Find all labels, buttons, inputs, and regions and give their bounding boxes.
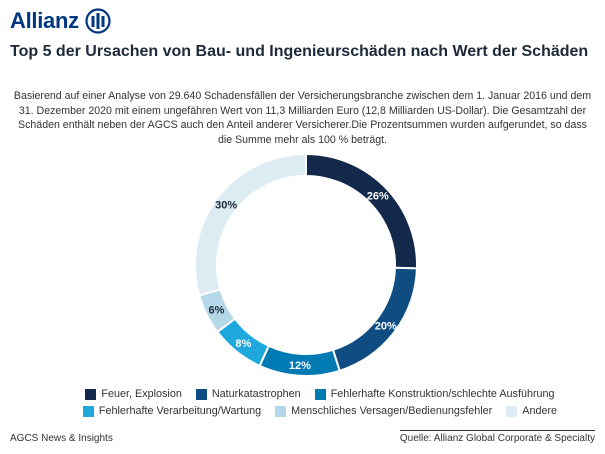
legend-swatch	[506, 405, 518, 417]
legend-label: Fehlerhafte Verarbeitung/Wartung	[98, 405, 262, 417]
legend-label: Feuer, Explosion	[101, 388, 182, 400]
footer-source: Quelle: Allianz Global Corporate & Speci…	[399, 430, 595, 444]
legend-item: Feuer, Explosion	[85, 388, 182, 400]
slice-value-label: 8%	[235, 338, 251, 350]
legend-swatch	[85, 388, 97, 400]
slice-value-label: 12%	[289, 360, 311, 372]
legend-item: Naturkatastrophen	[195, 388, 301, 400]
donut-slice	[331, 266, 418, 373]
slice-value-label: 30%	[215, 200, 237, 212]
legend-label: Andere	[522, 405, 558, 417]
legend-label: Menschliches Versagen/Bedienungsfehler	[291, 405, 493, 417]
slice-value-label: 26%	[367, 190, 389, 202]
legend-label: Naturkatastrophen	[211, 388, 301, 400]
brand-name: Allianz	[10, 8, 79, 33]
allianz-logo: Allianz	[10, 8, 111, 34]
legend-row: Fehlerhafte Verarbeitung/Wartung Menschli…	[40, 405, 600, 417]
footer: AGCS News & Insights Quelle: Allianz Glo…	[10, 430, 595, 444]
footer-publisher: AGCS News & Insights	[10, 433, 113, 444]
legend-row: Feuer, Explosion Naturkatastrophen Fehlerh…	[40, 388, 600, 400]
chart-title: Top 5 der Ursachen von Bau- und Ingenieu…	[10, 43, 589, 60]
chart-legend: Feuer, Explosion Naturkatastrophen Fehlerh…	[40, 388, 600, 422]
allianz-eagle-icon	[85, 8, 111, 34]
chart-subtitle: Basierend auf einer Analyse von 29.640 S…	[13, 90, 592, 146]
legend-swatch	[195, 388, 207, 400]
legend-swatch	[82, 405, 94, 417]
legend-label: Fehlerhafte Konstruktion/schlechte Ausfü…	[330, 388, 555, 400]
donut-slice	[194, 152, 307, 297]
donut-slice	[305, 152, 418, 270]
slice-value-label: 20%	[375, 320, 397, 332]
legend-item: Andere	[506, 405, 557, 417]
legend-item: Fehlerhafte Konstruktion/schlechte Ausfü…	[314, 388, 555, 400]
legend-swatch	[275, 405, 287, 417]
legend-item: Fehlerhafte Verarbeitung/Wartung	[82, 405, 262, 417]
legend-swatch	[314, 388, 326, 400]
slice-value-label: 6%	[209, 305, 225, 317]
legend-item: Menschliches Versagen/Bedienungsfehler	[275, 405, 492, 417]
